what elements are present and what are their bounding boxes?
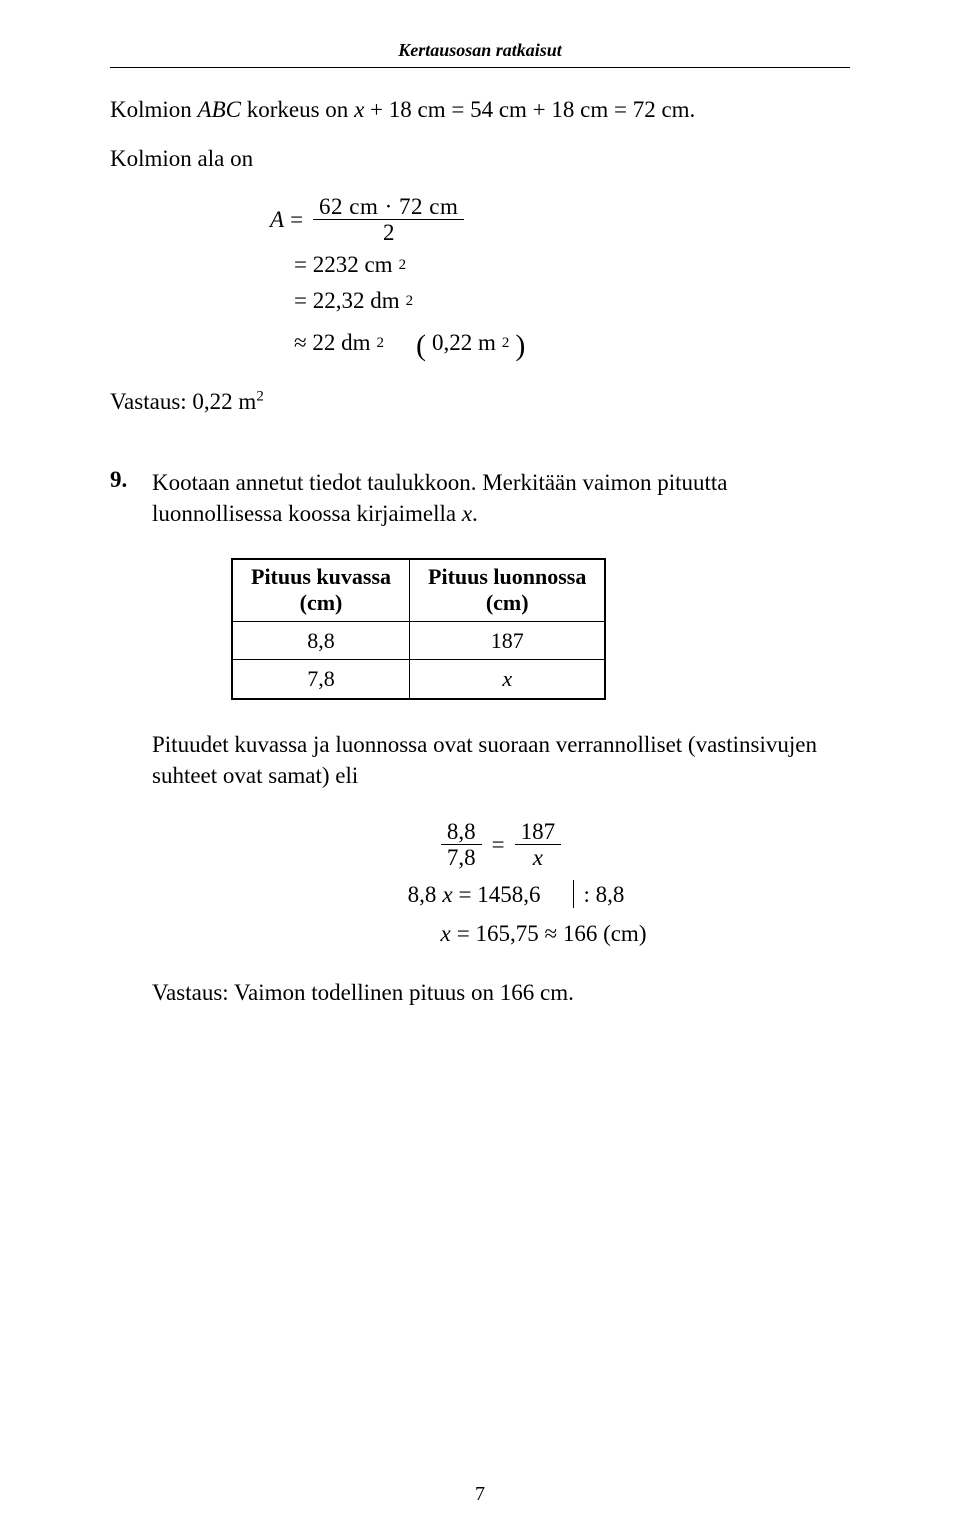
numerator: 62 cm · 72 cm <box>313 194 464 219</box>
fraction-lhs: 8,8 7,8 <box>441 819 482 871</box>
text: = 22,32 dm <box>294 284 400 319</box>
table-wrap: Pituus kuvassa (cm) Pituus luonnossa (cm… <box>232 559 850 699</box>
th-2a: Pituus luonnossa <box>428 564 586 589</box>
paren-close: ) <box>515 323 525 368</box>
table-row: 7,8 x <box>233 660 605 699</box>
text: Vastaus: 0,22 m <box>110 389 256 414</box>
var-A: A <box>270 203 284 238</box>
equals: = <box>492 829 505 860</box>
para-proportional: Pituudet kuvassa ja luonnossa ovat suora… <box>152 729 850 791</box>
fraction-rhs: 187 x <box>515 819 562 871</box>
table-row: 8,8 187 <box>233 621 605 660</box>
page-number: 7 <box>0 1483 960 1506</box>
numerator: 8,8 <box>441 819 482 844</box>
text: = 2232 cm <box>294 248 393 283</box>
th-2b: (cm) <box>486 590 529 615</box>
numerator: 187 <box>515 819 562 844</box>
x: x <box>441 918 451 949</box>
cell: 7,8 <box>233 660 410 699</box>
text: = 165,75 ≈ 166 (cm) <box>457 918 647 949</box>
sup: 2 <box>256 388 263 404</box>
cell: x <box>410 660 605 699</box>
header-rule <box>110 67 850 68</box>
fraction: 62 cm · 72 cm 2 <box>313 194 464 246</box>
text: ≈ 22 dm <box>294 326 371 361</box>
cell: 8,8 <box>233 621 410 660</box>
denominator: 7,8 <box>441 845 482 870</box>
th-1: Pituus kuvassa (cm) <box>233 559 410 621</box>
denominator: 2 <box>377 220 401 245</box>
th-2: Pituus luonnossa (cm) <box>410 559 605 621</box>
text: . <box>472 501 478 526</box>
x: x <box>462 501 472 526</box>
th-1a: Pituus kuvassa <box>251 564 391 589</box>
div-step: : 8,8 <box>584 879 625 910</box>
text: 8,8 <box>408 879 437 910</box>
x: x <box>354 97 364 122</box>
th-1b: (cm) <box>300 590 343 615</box>
text: Kolmion <box>110 97 198 122</box>
denominator: x <box>527 845 549 870</box>
x: x <box>442 879 452 910</box>
text: korkeus on <box>241 97 354 122</box>
height-table: Pituus kuvassa (cm) Pituus luonnossa (cm… <box>232 559 605 699</box>
equals: = <box>290 203 303 238</box>
x: x <box>502 666 512 691</box>
cell: 187 <box>410 621 605 660</box>
running-head: Kertausosan ratkaisut <box>110 40 850 61</box>
item-9: 9. Kootaan annetut tiedot taulukkoon. Me… <box>110 467 850 1008</box>
equation-area: A = 62 cm · 72 cm 2 = 2232 cm 2 = 22,32 d… <box>270 194 850 366</box>
text: + 18 cm = 54 cm + 18 cm = 72 cm. <box>364 97 695 122</box>
text: = 1458,6 <box>459 879 541 910</box>
answer-1: Vastaus: 0,22 m2 <box>110 386 850 417</box>
item-body: Kootaan annetut tiedot taulukkoon. Merki… <box>152 467 850 1008</box>
item-number: 9. <box>110 467 134 1008</box>
para-triangle-area-intro: Kolmion ala on <box>110 143 850 174</box>
para-triangle-height: Kolmion ABC korkeus on x + 18 cm = 54 cm… <box>110 94 850 125</box>
abc: ABC <box>198 97 241 122</box>
equation-proportion: 8,8 7,8 = 187 x 8,8x = 1458,6 : 8,8 <box>152 815 850 953</box>
text: Kootaan annetut tiedot taulukkoon. Merki… <box>152 470 728 526</box>
paren-open: ( <box>416 323 426 368</box>
answer-2: Vastaus: Vaimon todellinen pituus on 166… <box>152 977 850 1008</box>
paren-val: 0,22 m <box>432 326 496 361</box>
